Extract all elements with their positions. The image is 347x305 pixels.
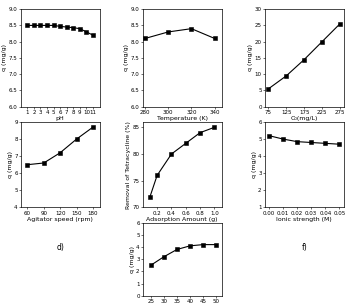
- Y-axis label: q (mg/g): q (mg/g): [130, 246, 135, 273]
- X-axis label: Ionic strength (M): Ionic strength (M): [276, 217, 332, 222]
- X-axis label: Temperature (K): Temperature (K): [157, 116, 208, 121]
- X-axis label: Adsorption Amount (g): Adsorption Amount (g): [146, 217, 218, 222]
- Text: b): b): [178, 148, 186, 157]
- Y-axis label: q (mg/g): q (mg/g): [248, 45, 253, 71]
- X-axis label: Agitator speed (rpm): Agitator speed (rpm): [27, 217, 93, 222]
- Text: d): d): [56, 243, 64, 252]
- Y-axis label: q (mg/g): q (mg/g): [252, 151, 257, 178]
- Text: f): f): [301, 243, 307, 252]
- X-axis label: C₀(mg/L): C₀(mg/L): [290, 116, 318, 121]
- Y-axis label: q (mg/g): q (mg/g): [8, 151, 13, 178]
- Text: a): a): [56, 148, 64, 157]
- Text: c): c): [301, 148, 308, 157]
- Y-axis label: Removal of Tetracycline (%): Removal of Tetracycline (%): [126, 121, 131, 209]
- Text: e): e): [178, 243, 186, 252]
- X-axis label: pH: pH: [56, 116, 65, 121]
- Y-axis label: q (mg/g): q (mg/g): [2, 45, 8, 71]
- Y-axis label: q (mg/g): q (mg/g): [125, 45, 129, 71]
